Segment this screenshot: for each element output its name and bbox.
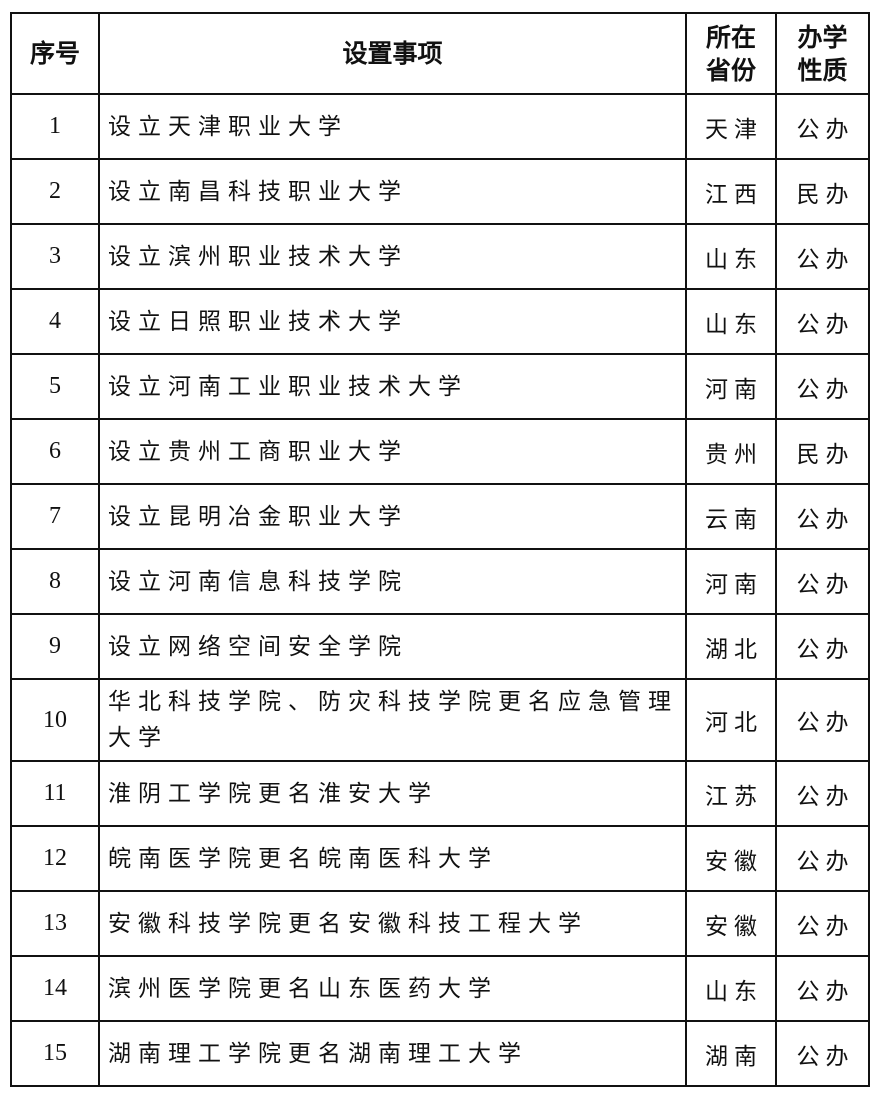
table-row: 10 华北科技学院、防灾科技学院更名应急管理大学 河北 公办	[10, 678, 870, 762]
row-province: 云南	[685, 483, 777, 550]
row-province: 安徽	[685, 890, 777, 957]
table-row: 11 淮阴工学院更名淮安大学 江苏 公办	[10, 760, 870, 827]
table-row: 6 设立贵州工商职业大学 贵州 民办	[10, 418, 870, 485]
table-row: 3 设立滨州职业技术大学 山东 公办	[10, 223, 870, 290]
row-item: 设立河南工业职业技术大学	[98, 353, 687, 420]
header-row: 序号 设置事项 所在 省份 办学 性质	[10, 12, 870, 95]
table-row: 5 设立河南工业职业技术大学 河南 公办	[10, 353, 870, 420]
row-province: 河南	[685, 548, 777, 615]
row-province: 贵州	[685, 418, 777, 485]
row-province: 河南	[685, 353, 777, 420]
row-province: 天津	[685, 93, 777, 160]
row-item: 设立河南信息科技学院	[98, 548, 687, 615]
row-type: 公办	[775, 678, 870, 762]
row-number: 9	[10, 613, 100, 680]
row-province: 江苏	[685, 760, 777, 827]
row-type: 公办	[775, 1020, 870, 1087]
row-province: 山东	[685, 288, 777, 355]
row-type: 公办	[775, 288, 870, 355]
row-item: 华北科技学院、防灾科技学院更名应急管理大学	[98, 678, 687, 762]
row-item: 设立昆明冶金职业大学	[98, 483, 687, 550]
table-row: 9 设立网络空间安全学院 湖北 公办	[10, 613, 870, 680]
row-type: 公办	[775, 483, 870, 550]
row-type: 公办	[775, 613, 870, 680]
row-item: 滨州医学院更名山东医药大学	[98, 955, 687, 1022]
row-type: 公办	[775, 353, 870, 420]
header-province-line2: 省份	[705, 55, 756, 85]
row-number: 15	[10, 1020, 100, 1087]
row-item: 设立网络空间安全学院	[98, 613, 687, 680]
table-row: 7 设立昆明冶金职业大学 云南 公办	[10, 483, 870, 550]
row-number: 13	[10, 890, 100, 957]
row-province: 江西	[685, 158, 777, 225]
row-number: 7	[10, 483, 100, 550]
row-number: 1	[10, 93, 100, 160]
row-item: 设立南昌科技职业大学	[98, 158, 687, 225]
row-item: 设立天津职业大学	[98, 93, 687, 160]
row-province: 河北	[685, 678, 777, 762]
row-type: 公办	[775, 760, 870, 827]
row-number: 5	[10, 353, 100, 420]
row-number: 10	[10, 678, 100, 762]
row-type: 公办	[775, 825, 870, 892]
row-type: 公办	[775, 93, 870, 160]
table-row: 8 设立河南信息科技学院 河南 公办	[10, 548, 870, 615]
university-approval-table: 序号 设置事项 所在 省份 办学 性质 1 设立天津职业大学 天津 公办 2 设立南昌科技职业…	[10, 12, 870, 1087]
table-row: 13 安徽科技学院更名安徽科技工程大学 安徽 公办	[10, 890, 870, 957]
row-type: 公办	[775, 955, 870, 1022]
row-item: 安徽科技学院更名安徽科技工程大学	[98, 890, 687, 957]
row-item: 设立滨州职业技术大学	[98, 223, 687, 290]
row-type: 公办	[775, 890, 870, 957]
table-row: 4 设立日照职业技术大学 山东 公办	[10, 288, 870, 355]
row-number: 4	[10, 288, 100, 355]
row-number: 11	[10, 760, 100, 827]
row-item: 淮阴工学院更名淮安大学	[98, 760, 687, 827]
row-number: 14	[10, 955, 100, 1022]
row-province: 山东	[685, 223, 777, 290]
row-type: 公办	[775, 223, 870, 290]
row-type: 公办	[775, 548, 870, 615]
header-type-line1: 办学	[797, 22, 848, 52]
row-number: 12	[10, 825, 100, 892]
row-item: 设立贵州工商职业大学	[98, 418, 687, 485]
row-province: 安徽	[685, 825, 777, 892]
row-province: 湖北	[685, 613, 777, 680]
row-item: 皖南医学院更名皖南医科大学	[98, 825, 687, 892]
header-item: 设置事项	[98, 12, 687, 95]
row-type: 民办	[775, 418, 870, 485]
table-row: 2 设立南昌科技职业大学 江西 民办	[10, 158, 870, 225]
table-row: 15 湖南理工学院更名湖南理工大学 湖南 公办	[10, 1020, 870, 1087]
row-number: 2	[10, 158, 100, 225]
table-row: 14 滨州医学院更名山东医药大学 山东 公办	[10, 955, 870, 1022]
row-type: 民办	[775, 158, 870, 225]
header-province: 所在 省份	[685, 12, 777, 95]
row-item: 湖南理工学院更名湖南理工大学	[98, 1020, 687, 1087]
header-province-line1: 所在	[705, 22, 756, 52]
table-row: 12 皖南医学院更名皖南医科大学 安徽 公办	[10, 825, 870, 892]
row-number: 8	[10, 548, 100, 615]
header-type-line2: 性质	[797, 55, 848, 85]
row-item: 设立日照职业技术大学	[98, 288, 687, 355]
row-province: 山东	[685, 955, 777, 1022]
table-row: 1 设立天津职业大学 天津 公办	[10, 93, 870, 160]
row-number: 3	[10, 223, 100, 290]
header-no: 序号	[10, 12, 100, 95]
row-province: 湖南	[685, 1020, 777, 1087]
header-type: 办学 性质	[775, 12, 870, 95]
row-number: 6	[10, 418, 100, 485]
